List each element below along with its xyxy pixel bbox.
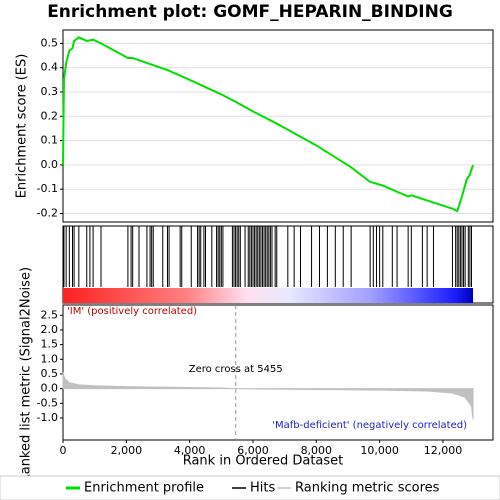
y-tick-label: 0.2 bbox=[41, 109, 59, 122]
pos-label: 'IM' (positively correlated) bbox=[67, 306, 197, 317]
x-label: Rank in Ordered Dataset bbox=[183, 454, 344, 469]
x-tick-label: 0 bbox=[60, 444, 67, 457]
es-y-label: Enrichment score (ES) bbox=[15, 54, 30, 199]
y-tick-label: 0.4 bbox=[41, 61, 59, 74]
x-tick-label: 12,000 bbox=[424, 444, 463, 457]
y-tick-label: -0.1 bbox=[37, 182, 58, 195]
x-tick-label: 6,000 bbox=[237, 444, 269, 457]
metric-area bbox=[62, 372, 474, 420]
x-tick-label: 4,000 bbox=[174, 444, 206, 457]
y-tick-label: 0.0 bbox=[41, 382, 59, 395]
legend bbox=[0, 475, 500, 500]
y-tick-label: 0.5 bbox=[41, 36, 59, 49]
y-tick-label: -0.2 bbox=[37, 206, 58, 219]
y-tick-label: 0.0 bbox=[41, 158, 59, 171]
color-bar bbox=[63, 288, 473, 303]
x-tick-label: 10,000 bbox=[360, 444, 399, 457]
y-tick-label: 1.0 bbox=[41, 352, 59, 365]
legend-entry: Hits bbox=[250, 481, 275, 496]
legend-entry: Ranking metric scores bbox=[295, 481, 440, 496]
legend-entry: Enrichment profile bbox=[84, 481, 204, 496]
metric-y-label: Ranked list metric (Signal2Noise) bbox=[19, 267, 34, 483]
zero-cross-label: Zero cross at 5455 bbox=[189, 364, 283, 375]
x-tick-label: 2,000 bbox=[111, 444, 143, 457]
y-tick-label: -1.0 bbox=[37, 411, 58, 424]
y-tick-label: 0.1 bbox=[41, 134, 59, 147]
es-line bbox=[62, 36, 475, 213]
chart-title: Enrichment plot: GOMF_HEPARIN_BINDING bbox=[47, 2, 453, 22]
y-tick-label: 2.0 bbox=[41, 323, 59, 336]
y-tick-label: 0.3 bbox=[41, 85, 59, 98]
neg-label: 'Mafb-deficient' (negatively correlated) bbox=[272, 420, 467, 431]
y-tick-label: 2.5 bbox=[41, 308, 59, 321]
y-tick-label: 1.5 bbox=[41, 338, 59, 351]
y-tick-label: -0.5 bbox=[37, 396, 58, 409]
y-tick-label: 0.5 bbox=[41, 367, 59, 380]
x-tick-label: 8,000 bbox=[301, 444, 333, 457]
